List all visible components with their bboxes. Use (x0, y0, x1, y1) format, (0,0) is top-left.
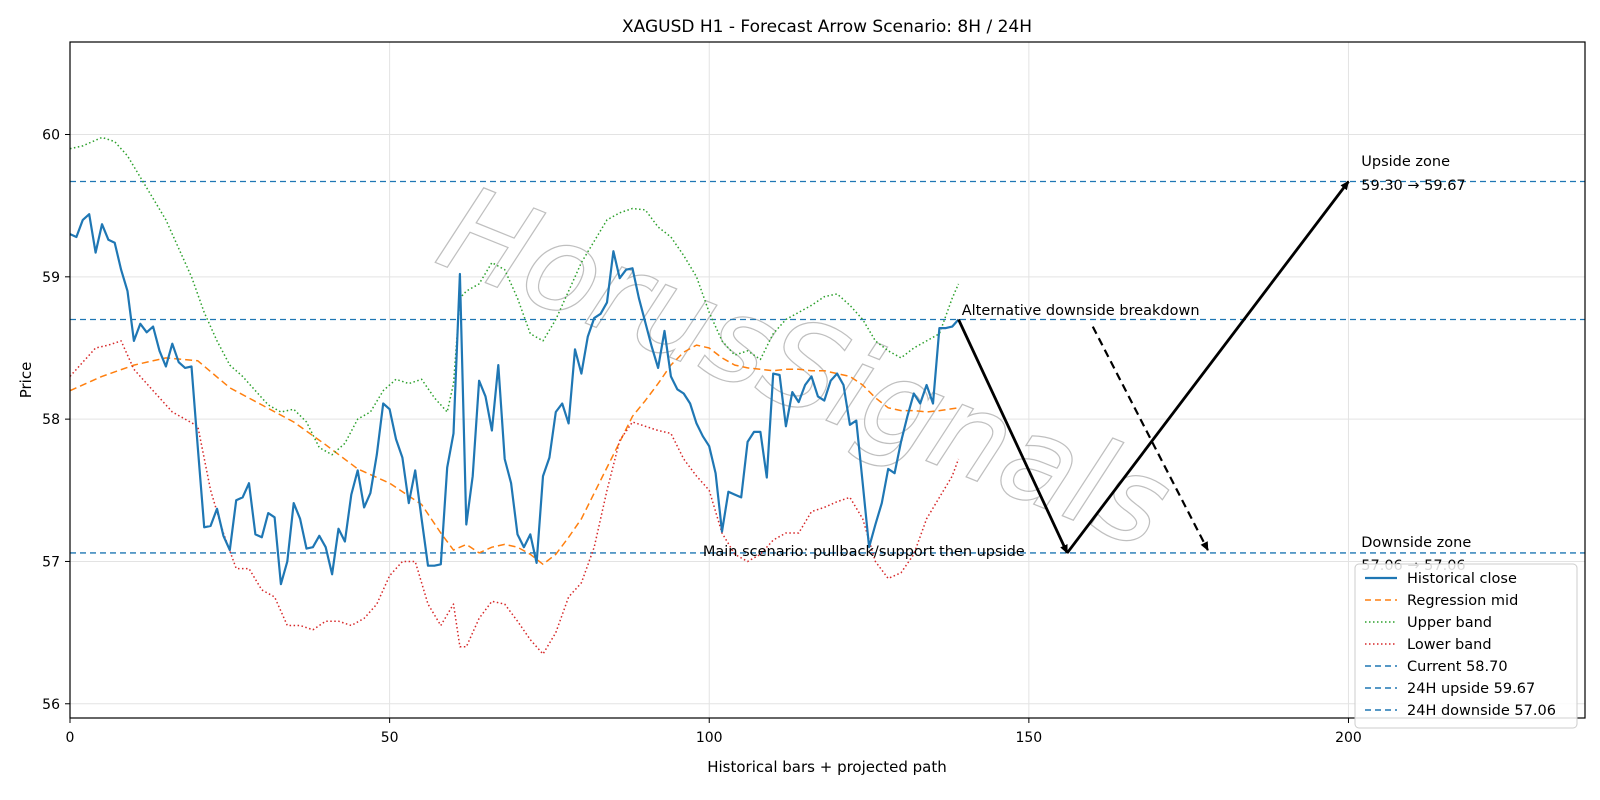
x-tick-label: 100 (696, 730, 723, 746)
plot-area (70, 136, 1585, 655)
y-tick-label: 59 (42, 270, 60, 286)
legend-label: Regression mid (1407, 593, 1518, 609)
legend-label: Current 58.70 (1407, 659, 1508, 675)
x-tick-label: 200 (1335, 730, 1362, 746)
legend-label: 24H upside 59.67 (1407, 681, 1535, 697)
x-axis-label: Historical bars + projected path (707, 758, 947, 776)
legend-label: Historical close (1407, 571, 1517, 587)
annotation-5: Alternative downside breakdown (962, 303, 1200, 319)
y-tick-label: 58 (42, 412, 60, 428)
axis-ticks: 0 50 100 150 200 56 57 58 59 60 (42, 128, 1362, 746)
series-line-upper-band (70, 136, 960, 456)
annotation-2: 59.30 → 59.67 (1361, 178, 1465, 194)
annotation-6: Main scenario: pullback/support then ups… (703, 544, 1025, 560)
legend-label: 24H downside 57.06 (1407, 703, 1556, 719)
forecast-arrow-3 (1091, 326, 1209, 551)
y-axis-label: Price (17, 362, 35, 399)
y-tick-label: 60 (42, 128, 60, 144)
forecast-arrow-2 (1066, 180, 1350, 554)
forecast-arrow-1 (957, 318, 1069, 554)
plot-background (70, 42, 1585, 718)
annotation-3: Downside zone (1361, 535, 1471, 551)
x-tick-label: 150 (1015, 730, 1042, 746)
series-line-historical-close (70, 213, 960, 586)
annotation-1: Upside zone (1361, 154, 1450, 170)
legend-box (1354, 563, 1578, 729)
legend-label: Upper band (1407, 615, 1492, 631)
series-line-regression-mid (70, 344, 959, 566)
chart-title: XAGUSD H1 - Forecast Arrow Scenario: 8H … (622, 17, 1032, 37)
x-tick-label: 50 (381, 730, 399, 746)
grid (69, 42, 1585, 718)
x-tick-label: 0 (66, 730, 75, 746)
y-tick-label: 57 (42, 554, 60, 570)
y-tick-label: 56 (42, 697, 60, 713)
plot-frame (69, 41, 1586, 719)
legend: Historical close Regression mid Upper band… (1354, 563, 1578, 729)
legend-label: Lower band (1407, 637, 1492, 653)
